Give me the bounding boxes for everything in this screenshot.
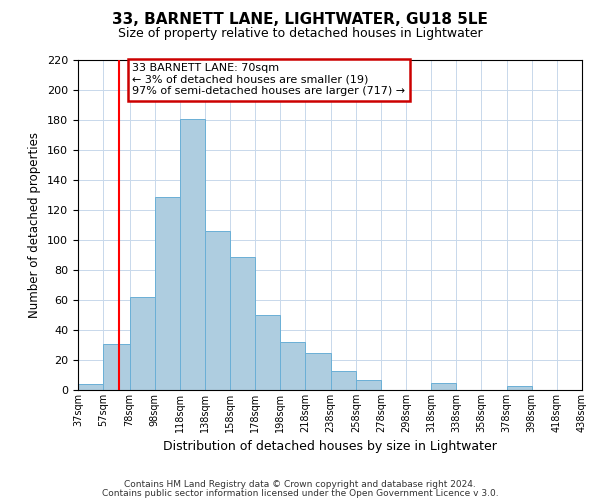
Bar bbox=[431, 382, 457, 390]
Bar bbox=[78, 384, 103, 390]
Bar bbox=[230, 256, 255, 390]
Bar bbox=[180, 118, 205, 390]
Text: 33, BARNETT LANE, LIGHTWATER, GU18 5LE: 33, BARNETT LANE, LIGHTWATER, GU18 5LE bbox=[112, 12, 488, 28]
Bar bbox=[255, 315, 280, 390]
Bar bbox=[205, 231, 230, 390]
Text: Size of property relative to detached houses in Lightwater: Size of property relative to detached ho… bbox=[118, 28, 482, 40]
Bar bbox=[130, 297, 155, 390]
Text: Contains public sector information licensed under the Open Government Licence v : Contains public sector information licen… bbox=[101, 489, 499, 498]
Bar bbox=[331, 370, 356, 390]
Text: Contains HM Land Registry data © Crown copyright and database right 2024.: Contains HM Land Registry data © Crown c… bbox=[124, 480, 476, 489]
Y-axis label: Number of detached properties: Number of detached properties bbox=[28, 132, 41, 318]
Text: 33 BARNETT LANE: 70sqm
← 3% of detached houses are smaller (19)
97% of semi-deta: 33 BARNETT LANE: 70sqm ← 3% of detached … bbox=[132, 63, 405, 96]
Bar bbox=[280, 342, 305, 390]
X-axis label: Distribution of detached houses by size in Lightwater: Distribution of detached houses by size … bbox=[163, 440, 497, 454]
Bar bbox=[155, 196, 180, 390]
Bar bbox=[103, 344, 130, 390]
Bar bbox=[356, 380, 381, 390]
Bar bbox=[506, 386, 532, 390]
Bar bbox=[305, 352, 331, 390]
